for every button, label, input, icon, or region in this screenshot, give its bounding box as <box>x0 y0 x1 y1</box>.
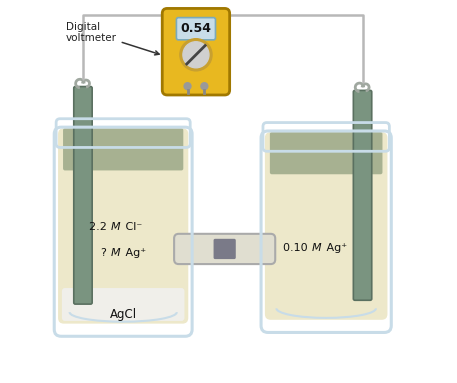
FancyBboxPatch shape <box>63 128 183 170</box>
Text: 2.2: 2.2 <box>90 222 111 232</box>
FancyBboxPatch shape <box>62 288 185 321</box>
FancyBboxPatch shape <box>213 239 236 259</box>
FancyBboxPatch shape <box>270 132 383 174</box>
Text: ?: ? <box>101 248 111 258</box>
Text: Ag⁺: Ag⁺ <box>122 248 146 258</box>
Text: Ag⁺: Ag⁺ <box>323 243 347 253</box>
FancyBboxPatch shape <box>162 8 230 95</box>
Text: 0.54: 0.54 <box>181 22 212 35</box>
FancyBboxPatch shape <box>174 234 275 264</box>
Circle shape <box>201 83 208 90</box>
FancyBboxPatch shape <box>74 87 92 304</box>
FancyBboxPatch shape <box>58 128 188 324</box>
Text: 0.10: 0.10 <box>283 243 312 253</box>
Text: AgCl: AgCl <box>110 308 137 321</box>
FancyBboxPatch shape <box>353 90 372 300</box>
Text: Cl⁻: Cl⁻ <box>122 222 143 232</box>
Text: M: M <box>312 243 321 253</box>
Circle shape <box>180 39 212 71</box>
FancyBboxPatch shape <box>176 18 216 40</box>
FancyBboxPatch shape <box>265 132 388 320</box>
Circle shape <box>184 83 191 90</box>
Text: M: M <box>111 248 121 258</box>
Text: M: M <box>111 222 121 232</box>
Circle shape <box>183 42 209 68</box>
Text: Digital
voltmeter: Digital voltmeter <box>66 22 159 55</box>
